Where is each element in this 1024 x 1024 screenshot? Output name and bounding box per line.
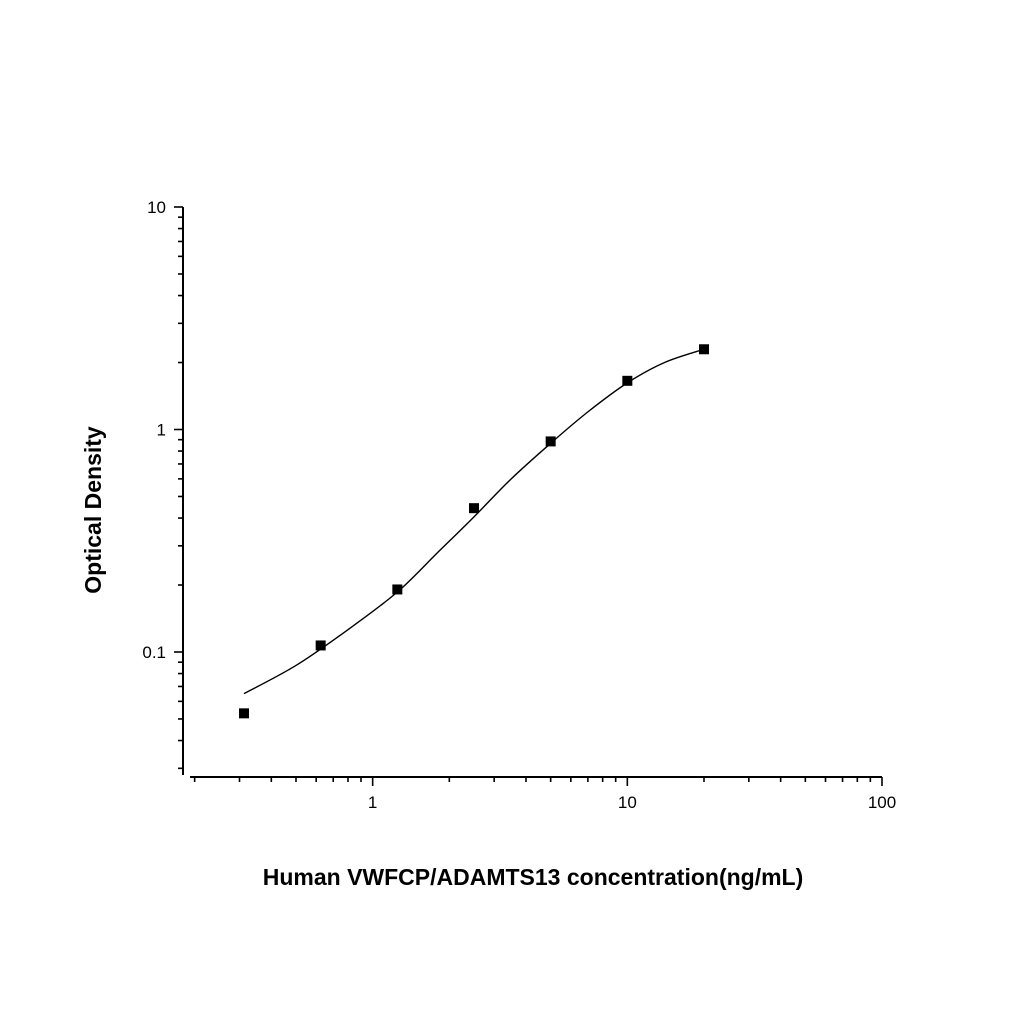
y-tick-label: 0.1 — [142, 643, 166, 662]
fit-curve-layer — [243, 348, 705, 695]
data-point — [698, 344, 709, 355]
data-point — [239, 708, 250, 719]
data-point — [392, 584, 403, 595]
x-tick-label: 100 — [868, 793, 896, 812]
data-point — [545, 436, 556, 447]
y-axis-title: Optical Density — [80, 426, 106, 594]
y-tick-label: 1 — [157, 420, 166, 439]
x-tick-label: 10 — [618, 793, 637, 812]
fit-curve — [243, 348, 705, 695]
x-tick-label: 1 — [368, 793, 377, 812]
axes — [174, 206, 883, 786]
x-axis-title: Human VWFCP/ADAMTS13 concentration(ng/mL… — [263, 864, 804, 890]
y-tick-label: 10 — [147, 198, 166, 217]
data-points — [239, 344, 709, 719]
data-point — [315, 640, 326, 651]
data-point — [469, 503, 480, 514]
data-point — [622, 375, 633, 386]
tick-labels: 0.1 1 10 1 10 100 — [142, 198, 896, 812]
